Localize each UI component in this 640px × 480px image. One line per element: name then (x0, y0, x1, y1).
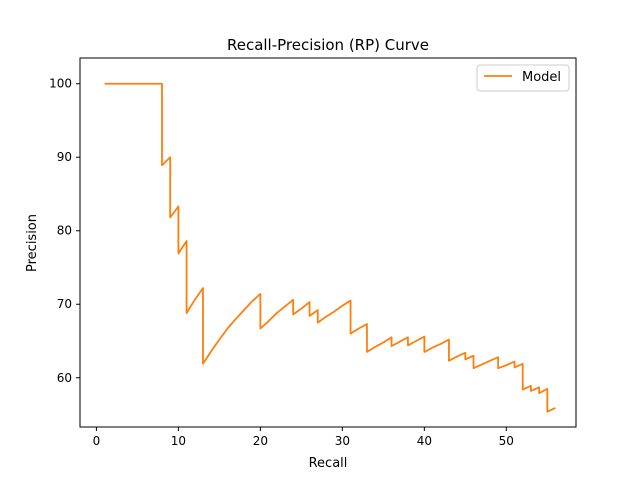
x-tick-label: 40 (417, 434, 432, 448)
legend: Model (476, 64, 570, 92)
y-axis-label: Precision (25, 214, 40, 272)
plot-series (104, 82, 556, 413)
axis-ticks: 0 10 20 30 40 50 60 70 80 90 100 (49, 77, 514, 448)
x-tick-label: 20 (253, 434, 268, 448)
y-tick-label: 60 (57, 371, 72, 385)
y-tick-label: 100 (49, 77, 72, 91)
legend-box (476, 64, 570, 92)
y-tick-label: 70 (57, 297, 72, 311)
x-tick-label: 10 (171, 434, 186, 448)
x-tick-label: 0 (93, 434, 101, 448)
y-tick-label: 80 (57, 224, 72, 238)
legend-label-model: Model (522, 70, 561, 85)
series-line-model (104, 82, 556, 413)
x-tick-label: 50 (499, 434, 514, 448)
chart-title: Recall-Precision (RP) Curve (227, 36, 429, 54)
y-tick-label: 90 (57, 150, 72, 164)
plot-frame (79, 57, 577, 428)
x-axis-label: Recall (309, 456, 348, 471)
x-tick-label: 30 (335, 434, 350, 448)
